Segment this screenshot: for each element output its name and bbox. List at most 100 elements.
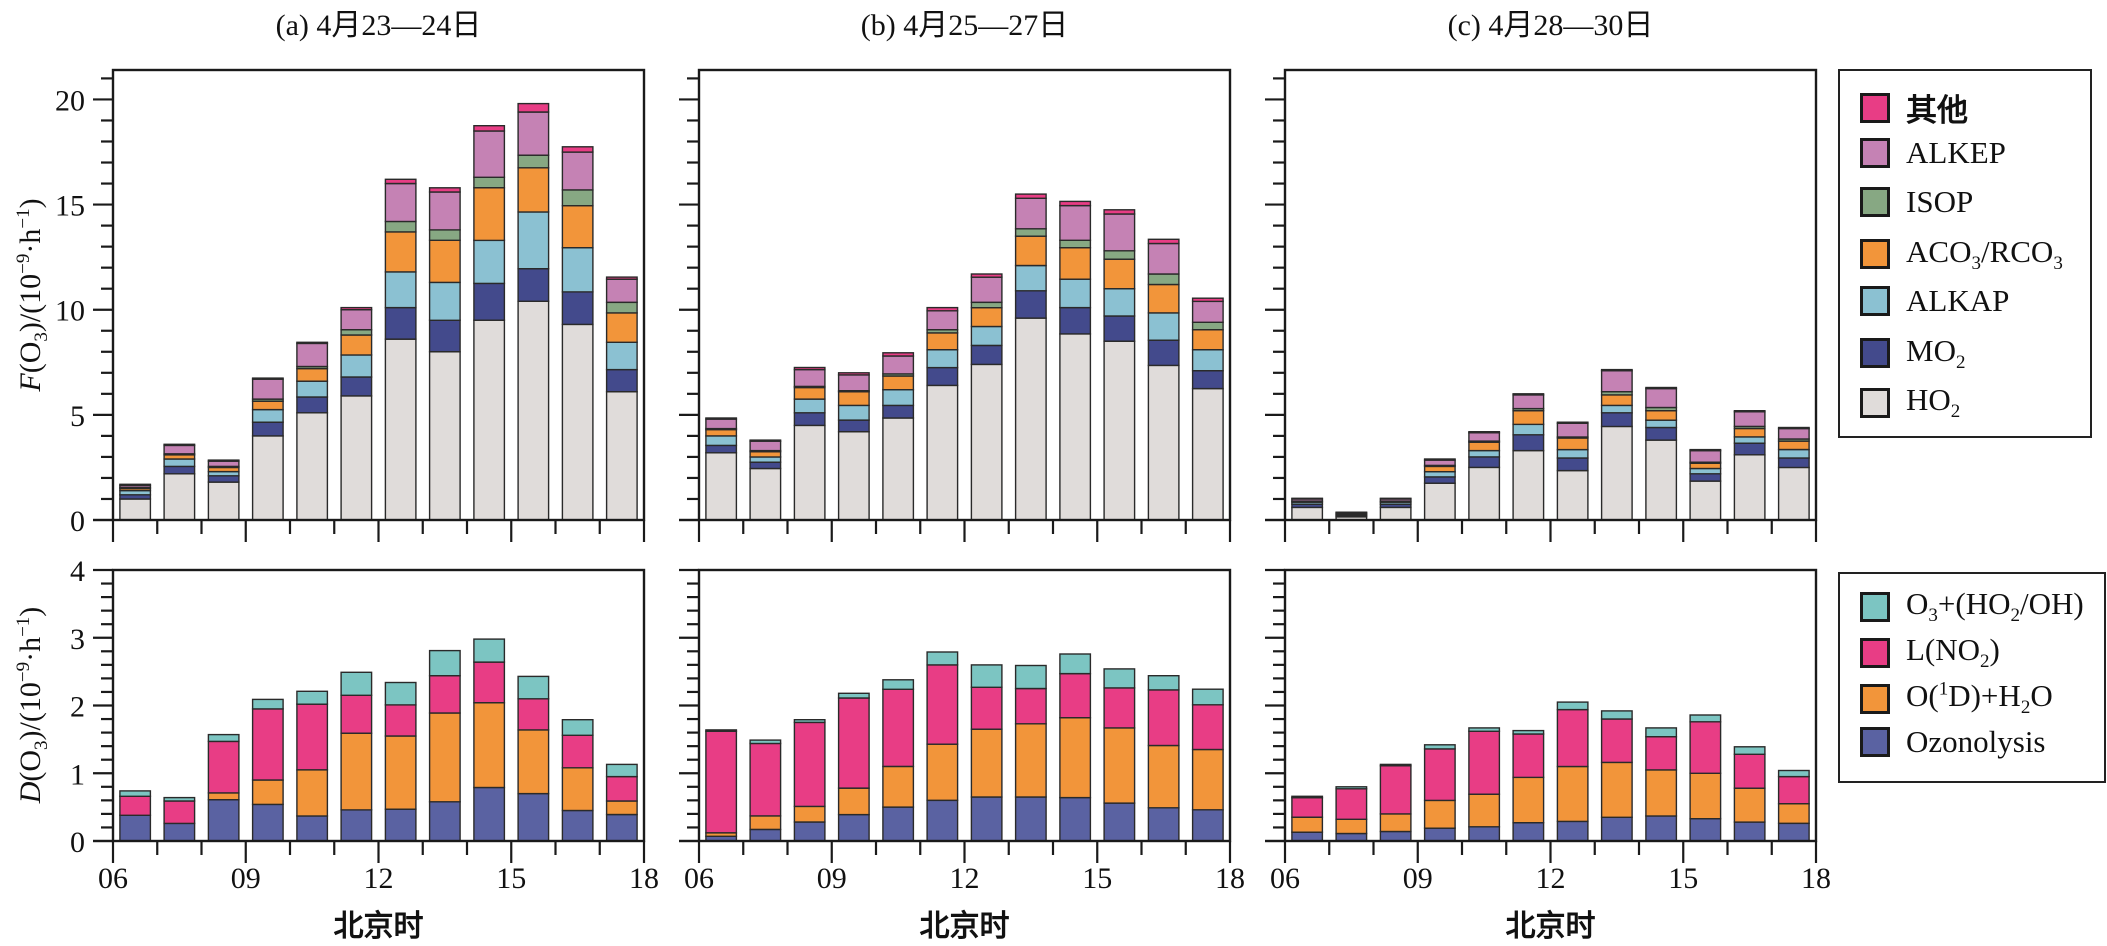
x-tick-label: 09 [817,862,847,895]
production-panel-b-bar-segment-alkap-12 [970,325,1003,347]
production-panel-b-bar-segment-mo2-16 [1147,339,1180,367]
destruction-panel-c-bar-segment-o1dh2o-15 [1689,772,1722,820]
destruction-panel-a-bar-segment-lno2-16 [561,734,594,769]
destruction-panel-a-bar-segment-o3ho2oh-06 [119,790,152,798]
production-panel-c-bar-segment-alkap-13 [1600,404,1633,414]
production-panel-b-bar-segment-aco3rco3-17 [1191,329,1224,351]
production-panel-b-bar-segment-alkap-14 [1059,278,1092,309]
destruction-panel-a-bar-segment-lno2-10 [296,703,329,771]
destruction-panel-b-bar-segment-ozonolysis-11 [926,799,959,842]
production-panel-a-bar-segment-alkep-09 [251,378,284,400]
production-panel-a-bar-segment--15 [517,102,550,113]
production-panel-c-bar-segment-alkap-12 [1556,448,1589,459]
production-panel-a-bar-segment--08 [207,459,240,462]
destruction-panel-c-bar-segment-lno2-07 [1335,788,1368,820]
legend-label: MO2 [1906,332,1966,373]
production-panel-b-bar-segment-alkep-11 [926,310,959,331]
production-panel-c-bar-segment-ho2-12 [1556,469,1589,521]
destruction-panel-b-bar-segment-lno2-06 [705,730,738,834]
destruction-panel-a-y-tick-label: 2 [70,691,85,724]
destruction-panel-b-bar-segment-lno2-14 [1059,673,1092,719]
panel-title-a: (a) 4月23—24日 [276,9,482,42]
production-panel-a-bar-segment-mo2-16 [561,291,594,326]
production-panel-b-bar-segment-alkep-10 [882,355,915,375]
production-panel-a-bar-segment--14 [473,124,506,132]
production-panel-c-bar-segment--11 [1512,393,1545,396]
production-panel-a-bar-segment-mo2-07 [163,465,196,475]
destruction-panel-a-bar-segment-ozonolysis-17 [605,813,638,842]
production-panel-a-bar-segment--06 [119,483,152,487]
destruction-panel-a-bar-segment-o1dh2o-16 [561,767,594,812]
production-panel-b-bar-segment-aco3rco3-08 [793,386,826,400]
destruction-panel-b-bar-segment-ozonolysis-13 [1014,796,1047,842]
legend-production-item: ISOP [1860,184,1973,220]
production-panel-a-bar-segment-ho2-16 [561,323,594,521]
production-panel-a-y-tick-label: 15 [55,190,85,223]
legend-production-item: ALKAP [1860,283,2009,319]
production-panel-c-bar-segment-mo2-17 [1777,457,1810,469]
production-panel-b-bar-segment-mo2-08 [793,412,826,427]
production-panel-a-bar-segment-mo2-12 [384,306,417,340]
destruction-panel-c-bar-segment-o3ho2oh-16 [1733,746,1766,755]
production-panel-b-bar-segment-aco3rco3-10 [882,375,915,391]
destruction-panel-b-bar-segment-o3ho2oh-17 [1191,688,1224,706]
production-panel-a-bar-segment-mo2-17 [605,368,638,393]
production-panel-a-bar-segment-ho2-11 [340,395,373,521]
destruction-panel-c-bar-segment-o3ho2oh-15 [1689,714,1722,723]
destruction-panel-a-bar-segment-ozonolysis-09 [251,803,284,842]
panel-title-b: (b) 4月25—27日 [861,9,1068,42]
destruction-panel-a-bar-segment-o3ho2oh-13 [428,649,461,677]
production-panel-a-bar-segment-alkap-12 [384,271,417,309]
production-panel-b-bar-segment--07 [749,439,782,442]
production-panel-c-bar-segment-alkep-14 [1645,387,1678,409]
destruction-panel-a-bar-segment-o1dh2o-09 [251,779,284,806]
destruction-panel-a-bar-segment-o1dh2o-14 [473,702,506,789]
production-panel-c-bar-segment--15 [1689,448,1722,452]
production-panel-a-bar-segment-mo2-10 [296,396,329,414]
production-panel-b-bar-segment-mo2-07 [749,461,782,470]
production-panel-b-bar-segment-alkep-09 [837,374,870,392]
production-panel-a-bar-segment-alkep-11 [340,309,373,331]
destruction-panel-c-bar-segment-o1dh2o-08 [1379,813,1412,833]
destruction-panel-a-bar-segment-o1dh2o-10 [296,769,329,817]
destruction-panel-c-bar-segment-lno2-06 [1291,796,1324,818]
x-tick-label: 06 [684,862,714,895]
destruction-panel-c-bar-segment-ozonolysis-06 [1291,831,1324,842]
production-panel-a-bar-segment--07 [163,443,196,447]
destruction-panel-a-bar-segment-lno2-09 [251,708,284,781]
destruction-panel-a-bar-segment-ozonolysis-06 [119,814,152,842]
destruction-panel-a-bar-segment-lno2-15 [517,698,550,731]
destruction-panel-c-bar-segment-o3ho2oh-07 [1335,786,1368,790]
destruction-panel-c-bar-segment-ozonolysis-14 [1645,815,1678,842]
destruction-panel-c-bar-segment-ozonolysis-09 [1423,827,1456,842]
production-panel-c-bar-segment-aco3rco3-16 [1733,427,1766,438]
legend-label: L(NO2) [1906,632,2000,673]
production-panel-c-bar-segment-mo2-09 [1423,476,1456,484]
legend-swatch [1860,591,1890,622]
production-panel-c-bar-segment-aco3rco3-13 [1600,394,1633,407]
destruction-panel-a-y-tick-label: 3 [70,623,85,656]
production-panel-b-bar-segment-aco3rco3-07 [749,451,782,458]
production-panel-b-bar-segment--17 [1191,297,1224,303]
destruction-panel-a-bar-segment-o3ho2oh-08 [207,733,240,743]
destruction-panel-c-bar-segment-lno2-17 [1777,775,1810,805]
destruction-panel-b-bar-segment-o1dh2o-14 [1059,717,1092,799]
production-panel-b-bar-segment-ho2-13 [1014,317,1047,521]
destruction-panel-c-bar-segment-ozonolysis-11 [1512,822,1545,842]
production-panel-b-bar-segment-ho2-11 [926,384,959,521]
destruction-panel-a-bar-segment-lno2-13 [428,675,461,714]
production-panel-a-bar-segment-alkap-15 [517,211,550,270]
x-tick-label: 15 [1082,862,1112,895]
production-panel-a-bar-segment-isop-16 [561,189,594,207]
production-panel-a-bar-segment-alkep-12 [384,182,417,223]
production-panel-b-bar-segment-mo2-06 [705,444,738,454]
production-panel-c-bar-segment-alkap-14 [1645,419,1678,429]
production-panel-c-bar-segment-aco3rco3-14 [1645,410,1678,421]
production-panel-b-bar-segment-isop-17 [1191,321,1224,331]
legend-destruction-item: O(1D)+H2O [1860,678,2053,719]
x-tick-label: 09 [1403,862,1433,895]
destruction-panel-b-bar-segment-lno2-08 [793,721,826,808]
production-panel-a-bar-segment-mo2-14 [473,282,506,321]
destruction-panel-b-bar-segment-lno2-07 [749,742,782,817]
production-panel-b-bar-segment-alkep-06 [705,418,738,430]
